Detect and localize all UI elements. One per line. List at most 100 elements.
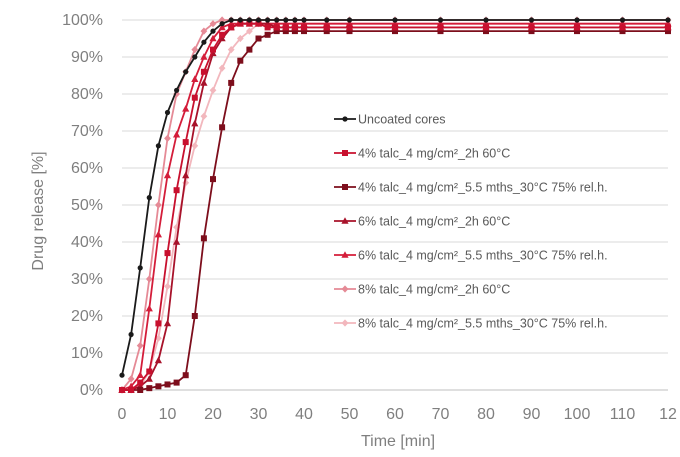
data-point <box>174 87 180 93</box>
legend-label: 8% talc_4 mg/cm²_2h 60°C <box>358 283 510 297</box>
y-axis-title: Drug release [%] <box>30 151 47 270</box>
data-point <box>155 383 162 390</box>
data-point <box>200 53 208 60</box>
y-tick-label: 10% <box>71 345 103 362</box>
data-point <box>137 387 144 393</box>
x-tick-label: 0 <box>118 406 127 423</box>
series-3 <box>118 19 672 393</box>
data-point <box>173 238 181 245</box>
legend-item: Uncoated cores <box>334 113 446 127</box>
y-tick-label: 0% <box>80 382 103 399</box>
data-point <box>437 28 444 35</box>
axes: 0% 10% 20% 30% 40% 50% 60% 70% 80% 90% 100% 0 10 20 30… <box>62 12 677 423</box>
data-point <box>191 94 198 101</box>
data-point <box>137 265 143 271</box>
data-point <box>228 79 235 86</box>
y-tick-label: 60% <box>71 160 103 177</box>
data-point <box>128 387 135 393</box>
data-point <box>392 24 398 31</box>
data-point <box>119 372 125 378</box>
data-point <box>182 139 189 146</box>
series-0 <box>119 17 671 378</box>
data-point <box>201 39 207 45</box>
legend-label: Uncoated cores <box>358 113 446 127</box>
data-point <box>218 64 226 72</box>
data-point <box>619 17 626 23</box>
data-point <box>210 28 216 34</box>
data-point <box>182 372 189 379</box>
data-point <box>137 379 144 386</box>
data-point <box>392 28 398 35</box>
legend-item: 6% talc_4 mg/cm²_2h 60°C <box>334 215 510 229</box>
data-point <box>182 171 190 179</box>
data-point <box>301 17 307 23</box>
data-point <box>146 385 153 392</box>
data-point <box>273 24 280 31</box>
data-point <box>619 28 626 35</box>
series-1 <box>119 20 671 393</box>
legend-marker <box>341 285 349 293</box>
legend-marker <box>342 184 348 190</box>
data-point <box>209 86 217 94</box>
legend-label: 4% talc_4 mg/cm²_5.5 mths_30°C 75% rel.h… <box>358 181 608 195</box>
y-tick-label: 20% <box>71 308 103 325</box>
data-point <box>255 17 262 23</box>
data-point <box>191 46 199 54</box>
data-point <box>164 282 171 290</box>
data-point <box>282 24 289 31</box>
series-line <box>121 19 668 376</box>
x-tick-label: 30 <box>250 406 268 423</box>
data-point <box>283 17 289 23</box>
legend-marker <box>341 319 349 327</box>
series-line <box>121 22 668 391</box>
data-point <box>219 31 226 38</box>
series-line <box>122 22 668 391</box>
data-point <box>237 57 244 64</box>
data-point <box>182 105 190 112</box>
data-point <box>301 24 307 31</box>
data-point <box>264 24 271 31</box>
data-point <box>574 17 580 23</box>
data-point <box>155 334 162 342</box>
data-point <box>665 17 671 23</box>
data-point <box>173 379 180 386</box>
legend-label: 4% talc_4 mg/cm²_2h 60°C <box>358 147 510 161</box>
data-point <box>574 28 580 35</box>
data-point <box>127 375 135 383</box>
data-point <box>255 35 262 42</box>
data-point <box>164 381 171 388</box>
data-point <box>219 124 226 131</box>
y-tick-label: 70% <box>71 123 103 140</box>
x-tick-label: 20 <box>204 406 222 423</box>
legend-label: 8% talc_4 mg/cm²_5.5 mths_30°C 75% rel.h… <box>358 317 608 331</box>
legend-item: 8% talc_4 mg/cm²_2h 60°C <box>334 283 510 297</box>
x-tick-label: 10 <box>159 406 177 423</box>
x-tick-label: 80 <box>477 406 495 423</box>
y-tick-label: 30% <box>71 271 103 288</box>
data-point <box>200 27 208 35</box>
data-point <box>163 171 172 179</box>
series-line <box>122 22 668 391</box>
data-point <box>528 28 535 35</box>
legend-marker <box>341 217 349 224</box>
legend-item: 8% talc_4 mg/cm²_5.5 mths_30°C 75% rel.h… <box>334 317 608 331</box>
x-tick-label: 12 <box>659 406 677 423</box>
data-point <box>291 28 298 35</box>
data-point <box>145 304 153 312</box>
data-point <box>324 17 330 23</box>
data-point <box>155 201 162 209</box>
data-point <box>164 250 171 257</box>
series-group <box>118 16 672 394</box>
data-point <box>191 313 198 319</box>
series-2 <box>119 28 671 393</box>
legend: Uncoated cores 4% talc_4 mg/cm²_2h 60°C 4%… <box>334 113 608 331</box>
data-point <box>146 195 152 201</box>
data-point <box>301 28 307 35</box>
data-point <box>191 119 199 127</box>
data-point <box>200 235 207 242</box>
series-4 <box>118 19 672 393</box>
data-point <box>191 142 199 150</box>
data-point <box>483 17 489 23</box>
data-point <box>145 375 153 382</box>
data-point <box>164 109 171 116</box>
